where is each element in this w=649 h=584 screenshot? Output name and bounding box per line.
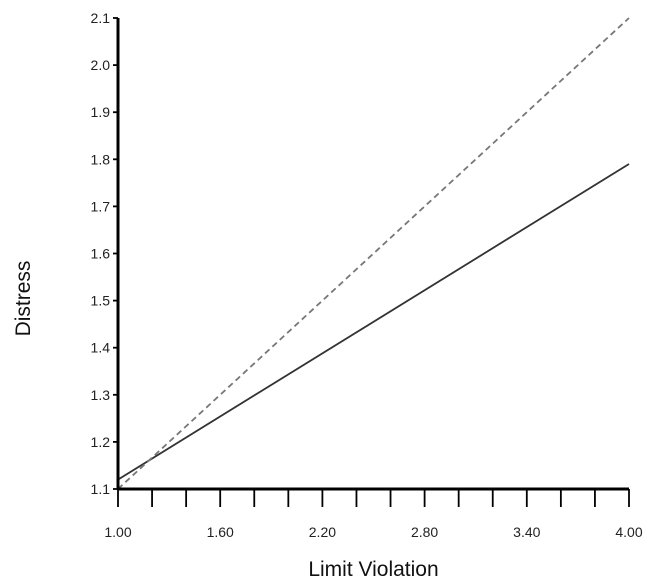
x-tick-label: 3.40 — [513, 524, 540, 540]
series-line-dashed — [117, 17, 630, 490]
x-tick-label: 1.00 — [104, 524, 131, 540]
x-minor-ticks — [117, 489, 630, 507]
x-tick-label: 2.20 — [309, 524, 336, 540]
x-tick-label: 4.00 — [615, 524, 642, 540]
y-tick-label: 1.6 — [91, 246, 111, 262]
series-line-solid — [117, 163, 630, 481]
y-tick-label: 1.8 — [91, 151, 111, 167]
x-tick-label: 2.80 — [411, 524, 438, 540]
x-axis-title: Limit Violation — [308, 558, 438, 581]
x-tick-labels: 1.00 1.60 2.20 2.80 3.40 4.00 — [104, 524, 642, 540]
y-tick-label: 1.4 — [91, 340, 111, 356]
x-tick-label: 1.60 — [207, 524, 234, 540]
y-tick-label: 1.7 — [91, 198, 111, 214]
y-tick-labels: 1.1 1.2 1.3 1.4 1.5 1.6 1.7 1.8 1.9 2.0 2.1 — [91, 10, 111, 497]
y-axis-title: Distress — [12, 261, 35, 337]
y-tick-label: 2.1 — [91, 10, 111, 26]
y-tick-label: 1.3 — [91, 387, 111, 403]
series-group — [117, 17, 630, 490]
y-tick-label: 1.9 — [91, 104, 111, 120]
y-tick-label: 2.0 — [91, 57, 111, 73]
y-tick-label: 1.1 — [91, 481, 111, 497]
y-tick-label: 1.2 — [91, 434, 111, 450]
y-tick-label: 1.5 — [91, 293, 111, 309]
